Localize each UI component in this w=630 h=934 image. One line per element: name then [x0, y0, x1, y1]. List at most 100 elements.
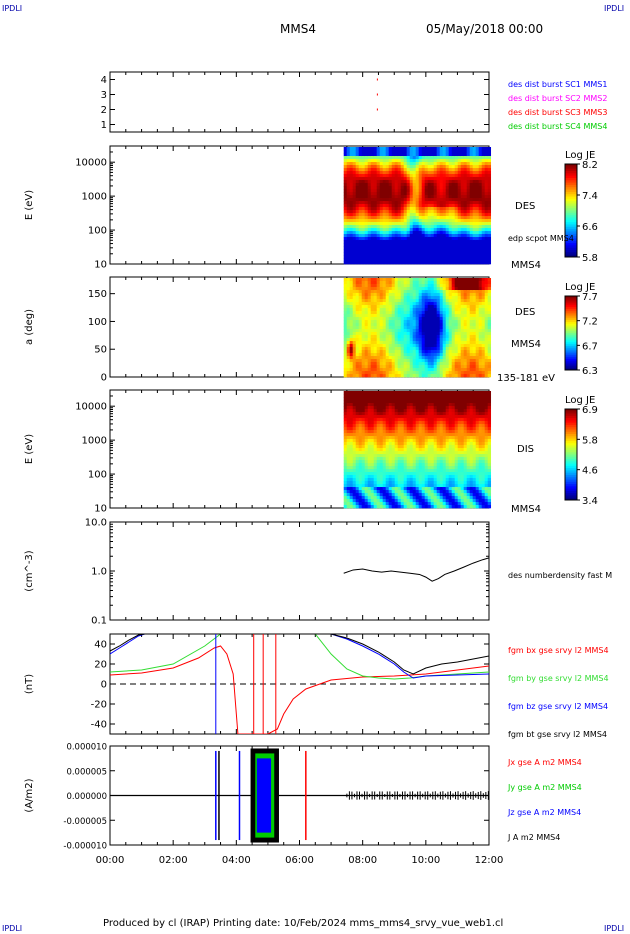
side-label: DES	[515, 201, 535, 212]
y-tick-label: 3	[101, 90, 107, 101]
y-axis-label: (cm^-3)	[24, 550, 35, 591]
side-label: edp scpot MMS4	[508, 234, 574, 243]
colorbar-tick-label: 6.9	[582, 405, 598, 416]
colorbar-title: Log JE	[565, 395, 595, 406]
heatmap-dis_energy	[343, 391, 492, 509]
colorbar-tick-label: 7.2	[582, 317, 598, 328]
series-line-fgm	[110, 645, 489, 734]
y-tick-label: 50	[94, 345, 107, 356]
y-tick-label: -40	[91, 720, 107, 731]
colorbar-tick-label: 5.8	[582, 435, 598, 446]
y-tick-label: 20	[94, 660, 107, 671]
legend-entry: des dist burst SC4 MMS4	[508, 122, 607, 131]
panel-frame	[109, 521, 490, 621]
y-tick-label: 0.000000	[66, 792, 107, 802]
corner-mark-top-right: IPDLI	[604, 4, 625, 13]
fgm-series-group	[110, 634, 489, 734]
colorbar-tick-label: 6.3	[582, 366, 598, 377]
colorbar-tick-label: 5.8	[582, 253, 598, 264]
colorbar-tick-label: 7.4	[582, 191, 598, 202]
x-tick-label: 08:00	[348, 855, 377, 866]
x-tick-label: 02:00	[159, 855, 188, 866]
y-tick-label: 150	[88, 289, 107, 300]
spacecraft-title: MMS4	[280, 22, 316, 36]
legend-entry: des dist burst SC2 MMS2	[508, 94, 607, 103]
corner-mark-bottom-left: IPDLI	[2, 924, 23, 933]
legend-entry: Jz gse A m2 MMS4	[507, 808, 581, 817]
x-tick-label: 06:00	[285, 855, 314, 866]
heatmap-des_energy	[343, 147, 492, 265]
side-label: 135-181 eV	[497, 373, 555, 384]
y-axis-label: E (eV)	[24, 190, 35, 220]
series-line-density	[343, 557, 490, 582]
y-tick-label: -0.000010	[63, 842, 107, 852]
colorbar-tick-label: 8.2	[582, 160, 598, 171]
y-tick-label: 10.0	[85, 518, 107, 529]
colorbar-tick-label: 6.7	[582, 341, 598, 352]
y-tick-label: 1.0	[91, 567, 107, 578]
burst-point	[376, 93, 378, 96]
side-label: DIS	[517, 444, 534, 455]
series-line-fgm	[110, 634, 489, 680]
y-tick-label: 0.000010	[66, 743, 107, 753]
y-tick-label: 1	[101, 120, 107, 131]
legend-entry: Jy gse A m2 MMS4	[507, 783, 582, 792]
y-axis-label: E (eV)	[24, 434, 35, 464]
side-label: DES	[515, 307, 535, 318]
series-line-fgm	[110, 634, 489, 675]
y-axis-label: (A/m2)	[24, 778, 35, 812]
y-tick-label: 0.1	[91, 616, 107, 627]
colorbar-des_pitch	[564, 295, 578, 371]
footer-credit: Produced by cl (IRAP) Printing date: 10/…	[103, 918, 504, 929]
corner-mark-top-left: IPDLI	[2, 4, 23, 13]
y-tick-label: 4	[101, 75, 107, 86]
y-axis-label: a (deg)	[24, 309, 35, 345]
series-line-fgm	[110, 634, 489, 679]
x-tick-label: 12:00	[475, 855, 504, 866]
y-tick-label: 1000	[82, 192, 107, 203]
colorbar-tick-label: 3.4	[582, 496, 598, 507]
legend-entry: des numberdensity fast M	[508, 571, 612, 580]
legend-entry: fgm bz gse srvy l2 MMS4	[508, 702, 608, 711]
y-axis-label: (nT)	[24, 674, 35, 694]
date-title: 05/May/2018 00:00	[426, 22, 544, 36]
legend-entry: des dist burst SC1 MMS1	[508, 80, 607, 89]
y-tick-label: 40	[94, 640, 107, 651]
y-tick-label: 100	[88, 317, 107, 328]
legend-entry: J A m2 MMS4	[507, 833, 560, 842]
corner-mark-bottom-right: IPDLI	[604, 924, 625, 933]
legend-entry: Jx gse A m2 MMS4	[507, 758, 582, 767]
side-label: MMS4	[511, 260, 541, 271]
y-tick-label: 100	[88, 470, 107, 481]
y-tick-label: 2	[101, 105, 107, 116]
y-tick-label: 100	[88, 226, 107, 237]
legend-entry: fgm bt gse srvy l2 MMS4	[508, 730, 607, 739]
colorbar-title: Log JE	[565, 282, 595, 293]
colorbar-tick-label: 7.7	[582, 292, 598, 303]
y-tick-label: -20	[91, 700, 107, 711]
y-tick-label: 1000	[82, 436, 107, 447]
colorbar-title: Log JE	[565, 150, 595, 161]
burst-point	[376, 108, 378, 111]
colorbar-tick-label: 4.6	[582, 466, 598, 477]
colorbar-tick-label: 6.6	[582, 222, 598, 233]
y-tick-label: 0	[101, 680, 107, 691]
legend-entry: des dist burst SC3 MMS3	[508, 108, 607, 117]
x-tick-label: 10:00	[411, 855, 440, 866]
y-tick-label: 0.000005	[66, 767, 107, 777]
side-label: MMS4	[511, 339, 541, 350]
y-tick-label: 10000	[75, 158, 107, 169]
legend-entry: fgm by gse srvy l2 MMS4	[508, 674, 609, 683]
heatmap-des_pitch	[343, 278, 492, 378]
x-tick-label: 00:00	[96, 855, 125, 866]
y-tick-label: 10000	[75, 402, 107, 413]
x-tick-label: 04:00	[222, 855, 251, 866]
y-tick-label: 10	[94, 504, 107, 515]
y-tick-label: 0	[101, 373, 107, 384]
y-tick-label: 10	[94, 260, 107, 271]
burst-point	[376, 78, 378, 81]
colorbar-des_energy	[564, 163, 578, 258]
panel-frame	[109, 71, 490, 133]
legend-entry: fgm bx gse srvy l2 MMS4	[508, 646, 609, 655]
